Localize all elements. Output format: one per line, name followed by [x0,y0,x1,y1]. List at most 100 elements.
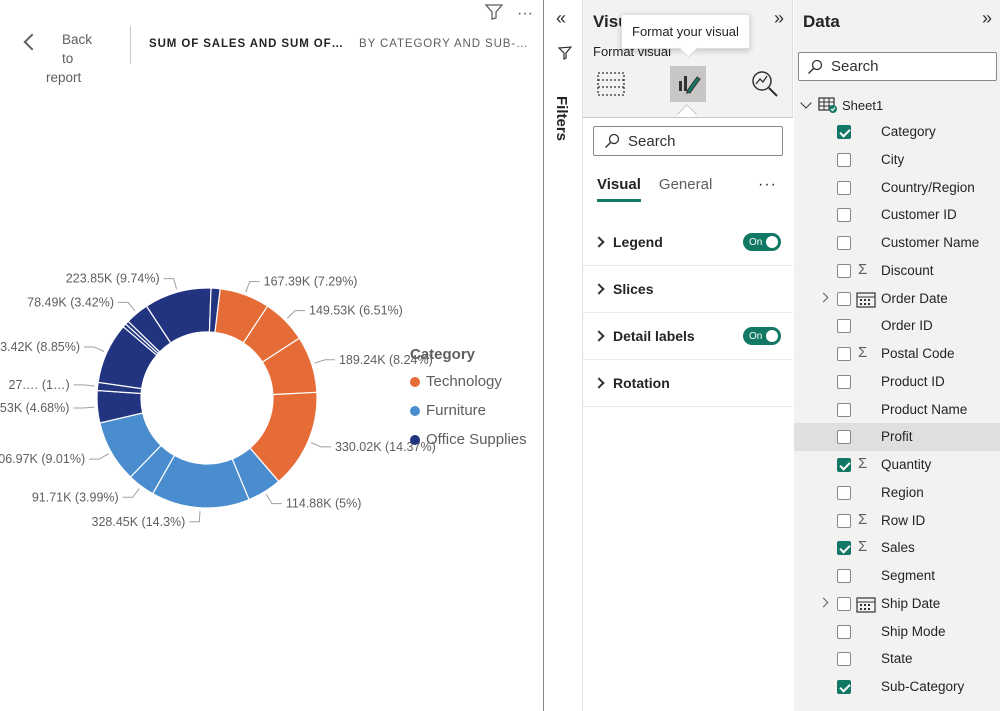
field-order-id[interactable]: Order ID [794,312,1000,340]
back-label-line1: Back to [62,32,93,66]
section-rotation[interactable]: Rotation [583,360,793,407]
format-visual-tooltip: Format your visual [621,14,750,49]
field-customer-id[interactable]: Customer ID [794,201,1000,229]
analytics-icon[interactable] [747,66,783,102]
leader-line-13 [118,301,136,312]
format-visual-icon[interactable] [670,66,706,102]
search-icon [605,133,620,148]
leader-line-10 [83,346,105,352]
table-node-sheet1[interactable]: Sheet1 [800,96,884,114]
more-options-icon[interactable]: ··· [758,176,777,193]
leader-line-9 [73,384,95,387]
field-checkbox[interactable] [837,569,851,583]
field-state[interactable]: State [794,645,1000,673]
field-city[interactable]: City [794,146,1000,174]
field-checkbox[interactable] [837,152,851,167]
field-checkbox[interactable] [837,125,851,139]
field-sub-category[interactable]: Sub-Category [794,673,1000,701]
field-checkbox[interactable] [837,596,851,611]
field-checkbox[interactable] [837,430,851,445]
field-customer-name[interactable]: Customer Name [794,229,1000,257]
back-to-report-button[interactable]: Back to report [23,30,106,87]
field-checkbox[interactable] [837,513,851,528]
field-name: Category [881,124,936,139]
collapse-visualizations-icon[interactable]: » [773,8,784,28]
field-name: Country/Region [881,179,975,195]
section-slices[interactable]: Slices [583,266,793,313]
legend-label: Technology [426,373,502,390]
filter-icon[interactable] [484,4,504,24]
legend-dot-icon [410,376,420,387]
field-checkbox[interactable] [837,347,851,361]
field-category[interactable]: Category [794,118,1000,146]
field-row-id[interactable]: Σ Row ID [794,507,1000,535]
field-checkbox[interactable] [837,652,851,667]
field-checkbox[interactable] [837,263,851,278]
visual-header-icons: ··· [484,4,533,24]
field-name: Product Name [881,401,968,417]
filters-label[interactable]: Filters [553,96,570,142]
build-visual-icon[interactable] [593,66,629,102]
expand-filters-icon[interactable]: « [556,8,567,28]
collapse-data-icon[interactable]: » [981,8,992,28]
field-checkbox[interactable] [837,208,851,223]
field-checkbox[interactable] [837,680,851,694]
leader-line-3 [310,442,331,448]
field-name: Region [881,484,924,500]
format-tabs: Visual General [597,176,712,202]
detail-labels-toggle[interactable]: On [743,327,781,345]
section-legend[interactable]: Legend On [583,219,793,266]
chevron-right-icon[interactable] [818,597,829,608]
tab-visual[interactable]: Visual [597,176,641,202]
legend-item-office-supplies[interactable]: Office Supplies [410,425,527,454]
field-checkbox[interactable] [837,458,851,472]
field-region[interactable]: Region [794,479,1000,507]
field-checkbox[interactable] [837,541,851,556]
field-checkbox[interactable] [837,374,851,389]
field-quantity[interactable]: Σ Quantity [794,451,1000,479]
data-label-13: 78.49K (3.42%) [27,295,114,309]
more-options-icon[interactable]: ··· [517,5,533,22]
section-label: Rotation [613,375,670,391]
field-discount[interactable]: Σ Discount [794,257,1000,285]
field-checkbox[interactable] [837,180,851,195]
visualizations-title: Visu [593,12,629,31]
tab-general[interactable]: General [658,176,713,193]
field-checkbox[interactable] [837,402,851,417]
breadcrumb-visual-title[interactable]: SUM OF SALES AND SUM OF… [149,38,344,50]
field-checkbox[interactable] [837,485,851,500]
donut-slice-15[interactable] [208,287,221,334]
field-name: Order ID [881,318,933,334]
field-product-id[interactable]: Product ID [794,368,1000,396]
chevron-right-icon[interactable] [818,292,829,302]
breadcrumb-visual-subtitle[interactable]: BY CATEGORY AND SUB-… [359,38,529,50]
data-search-input[interactable]: Search [798,52,997,81]
field-checkbox[interactable] [837,319,851,334]
data-label-9: 27.… (1…) [9,378,70,392]
field-ship-mode[interactable]: Ship Mode [794,618,1000,646]
section-label: Detail labels [613,328,695,344]
field-checkbox[interactable] [837,236,851,250]
field-sales[interactable]: Σ Sales [794,534,1000,562]
canvas-pane-divider [543,0,544,711]
field-profit[interactable]: Profit [794,423,1000,451]
legend-item-furniture[interactable]: Furniture [410,396,527,425]
legend-dot-icon [410,405,420,416]
legend-toggle[interactable]: On [743,233,781,251]
field-checkbox[interactable] [837,624,851,639]
field-checkbox[interactable] [837,291,851,306]
field-product-name[interactable]: Product Name [794,396,1000,424]
field-postal-code[interactable]: Σ Postal Code [794,340,1000,368]
field-ship-date[interactable]: Ship Date [794,590,1000,618]
table-name: Sheet1 [842,97,884,113]
field-country-region[interactable]: Country/Region [794,174,1000,202]
field-segment[interactable]: Segment [794,562,1000,590]
legend-label: Furniture [426,402,487,419]
filters-pane-collapsed[interactable]: « Filters [544,0,583,711]
field-order-date[interactable]: Order Date [794,285,1000,313]
donut-chart[interactable]: 167.39K (7.29%) 149.53K (6.51%) 189.24K (8… [0,0,543,711]
leader-line-0 [245,281,260,293]
format-search-input[interactable]: Search [593,126,783,156]
section-detail-labels[interactable]: Detail labels On [583,313,793,360]
legend-item-technology[interactable]: Technology [410,367,527,396]
